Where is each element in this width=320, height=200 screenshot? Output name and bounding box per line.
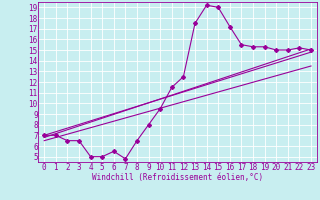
X-axis label: Windchill (Refroidissement éolien,°C): Windchill (Refroidissement éolien,°C): [92, 173, 263, 182]
